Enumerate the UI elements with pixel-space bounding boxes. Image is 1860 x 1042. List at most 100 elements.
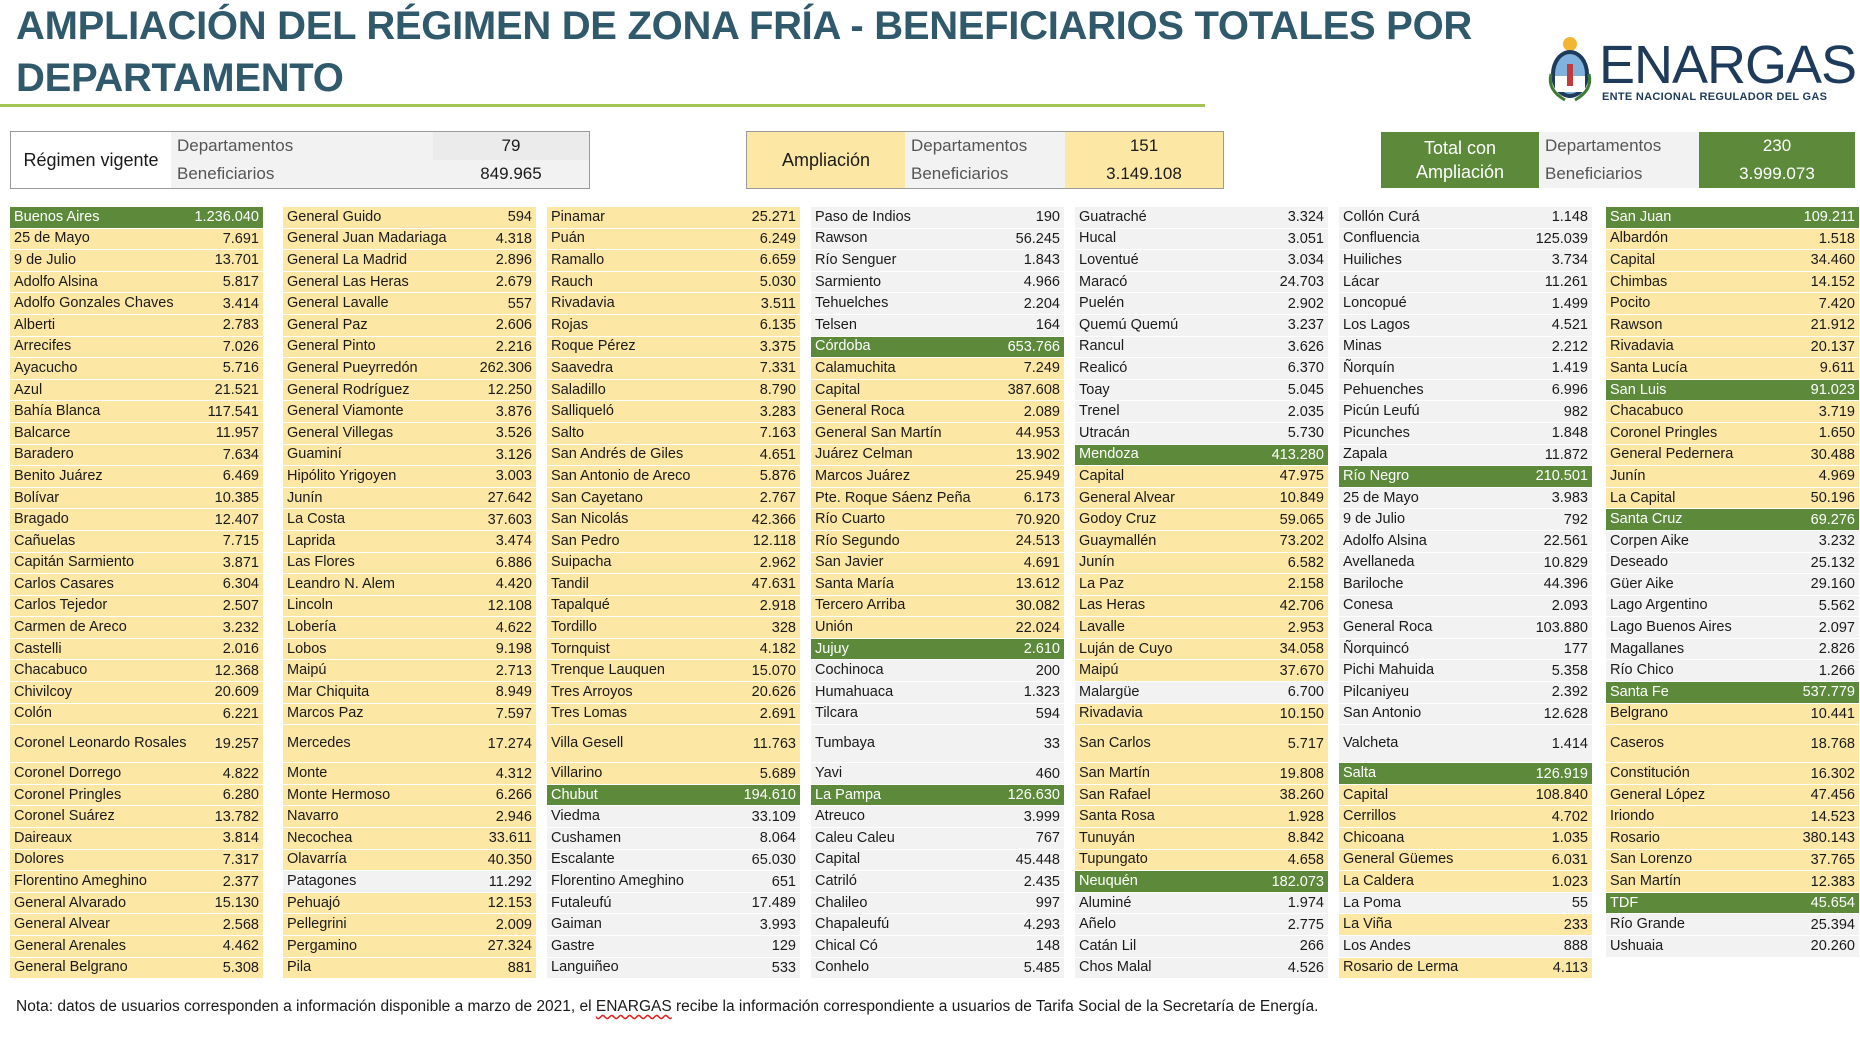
beneficiaries-value: 2.896 (495, 252, 532, 269)
table-row: General Pinto 2.216 (283, 336, 536, 359)
beneficiaries-value: 2.679 (495, 274, 532, 291)
beneficiaries-value: 2.775 (1287, 916, 1324, 933)
beneficiaries-value: 5.817 (222, 274, 259, 291)
table-row: Carmen de Areco 3.232 (10, 617, 263, 639)
beneficiaries-value: 47.456 (1810, 787, 1855, 804)
department-name: Patagones (287, 873, 357, 890)
department-name: Deseado (1610, 554, 1669, 571)
department-name: Pehuenches (1343, 381, 1424, 398)
table-row: Picún Leufú 982 (1339, 401, 1592, 423)
department-name: General Las Heras (287, 273, 409, 290)
table-row: Rancul 3.626 (1075, 336, 1328, 359)
table-column-6: Collón Curá 1.148 Confluencia 125.039 Huilic… (1339, 207, 1592, 980)
beneficiaries-value: 19.257 (214, 735, 259, 752)
beneficiaries-value: 3.734 (1551, 252, 1588, 269)
table-row: Laprida 3.474 (283, 530, 536, 553)
department-name: Villa Gesell (551, 735, 624, 752)
department-name: Lavalle (1079, 619, 1125, 636)
table-row: Río Senguer 1.843 (811, 250, 1064, 272)
table-row: Toay 5.045 (1075, 379, 1328, 402)
table-row: La Viña 233 (1339, 914, 1592, 936)
table-row: Unión 22.024 (811, 617, 1064, 639)
table-row: General Alvarado 15.130 (10, 892, 263, 915)
table-row: Rivadavia 20.137 (1606, 336, 1859, 359)
province-row: Salta 126.919 (1339, 763, 1592, 785)
table-row: Salto 7.163 (547, 422, 800, 445)
department-name: Tornquist (551, 640, 610, 657)
beneficiaries-value: 164 (1035, 317, 1060, 334)
table-row: Quemú Quemú 3.237 (1075, 314, 1328, 337)
summary-regimen-vigente: Régimen vigente Departamentos 79 Benefici… (10, 131, 590, 189)
table-row: Picunches 1.848 (1339, 422, 1592, 445)
department-name: Roque Pérez (551, 338, 636, 355)
logo-subtitle: ENTE NACIONAL REGULADOR DEL GAS (1602, 91, 1828, 103)
table-row: Castelli 2.016 (10, 638, 263, 661)
department-name: Junín (1610, 467, 1646, 484)
table-row: Maipú 2.713 (283, 660, 536, 683)
department-name: Laprida (287, 532, 336, 549)
beneficiaries-value: 190 (1035, 209, 1060, 226)
table-column-4: Paso de Indios 190 Rawson 56.245 Río Senguer… (811, 207, 1064, 980)
department-name: Bolívar (14, 489, 60, 506)
department-name: Güer Aike (1610, 575, 1674, 592)
beneficiaries-value: 2.392 (1551, 684, 1588, 701)
department-name: Picunches (1343, 424, 1410, 441)
page-title: AMPLIACIÓN DEL RÉGIMEN DE ZONA FRÍA - BE… (16, 4, 1472, 100)
department-name: Guaminí (287, 446, 342, 463)
table-row: Rawson 21.912 (1606, 314, 1859, 337)
table-row: Chacabuco 3.719 (1606, 401, 1859, 423)
beneficiaries-value: 126.630 (1007, 787, 1060, 804)
table-row: General Güemes 6.031 (1339, 849, 1592, 872)
department-name: Capital (1343, 786, 1389, 803)
table-row: Pehuenches 6.996 (1339, 379, 1592, 402)
beneficiaries-value: 109.211 (1803, 209, 1855, 226)
beneficiaries-value: 7.163 (759, 425, 796, 442)
beneficiaries-value: 4.526 (1287, 959, 1324, 976)
ben-value: 849.965 (433, 160, 589, 188)
department-name: Baradero (14, 446, 74, 463)
table-row: Tumbaya 33 (811, 725, 1064, 764)
department-name: Villarino (551, 765, 603, 782)
table-row: General Arenales 4.462 (10, 936, 263, 958)
department-name: Las Flores (287, 554, 355, 571)
department-name: San Pedro (551, 532, 620, 549)
province-row: TDF 45.654 (1606, 892, 1859, 915)
beneficiaries-value: 10.150 (1279, 705, 1324, 722)
beneficiaries-value: 3.474 (495, 533, 532, 550)
beneficiaries-value: 4.702 (1551, 808, 1588, 825)
beneficiaries-value: 47.975 (1279, 468, 1324, 485)
department-name: Lobos (287, 640, 327, 657)
table-row: Dolores 7.317 (10, 849, 263, 872)
beneficiaries-value: 37.765 (1810, 851, 1855, 868)
table-row: Guatraché 3.324 (1075, 207, 1328, 229)
dept-label: Departamentos (1539, 132, 1699, 160)
department-name: Lago Argentino (1610, 597, 1708, 614)
beneficiaries-value: 3.871 (222, 554, 259, 571)
department-name: General Pedernera (1610, 446, 1734, 463)
department-name: San Antonio (1343, 705, 1422, 722)
department-name: Rivadavia (551, 295, 615, 312)
department-name: San Martín (1610, 873, 1681, 890)
beneficiaries-value: 25.132 (1810, 554, 1855, 571)
table-row: Coronel Pringles 1.650 (1606, 422, 1859, 445)
department-name: Guaymallén (1079, 532, 1157, 549)
department-name: La Poma (1343, 894, 1402, 911)
beneficiaries-value: 1.323 (1023, 684, 1060, 701)
beneficiaries-value: 380.143 (1802, 830, 1855, 847)
department-name: Balcarce (14, 424, 71, 441)
department-name: Lincoln (287, 597, 333, 614)
province-row: Santa Fe 537.779 (1606, 682, 1859, 704)
department-name: San Andrés de Giles (551, 446, 684, 463)
table-row: Río Grande 25.394 (1606, 914, 1859, 936)
beneficiaries-value: 40.350 (487, 851, 532, 868)
department-name: Constitución (1610, 765, 1690, 782)
table-row: Florentino Ameghino 651 (547, 871, 800, 893)
department-name: Rauch (551, 273, 593, 290)
beneficiaries-value: 55 (1571, 895, 1588, 912)
department-name: Magallanes (1610, 640, 1685, 657)
department-name: Unión (815, 619, 853, 636)
department-name: San Lorenzo (1610, 851, 1693, 868)
beneficiaries-value: 12.383 (1810, 873, 1855, 890)
department-name: Pergamino (287, 937, 358, 954)
beneficiaries-value: 3.719 (1818, 403, 1855, 420)
